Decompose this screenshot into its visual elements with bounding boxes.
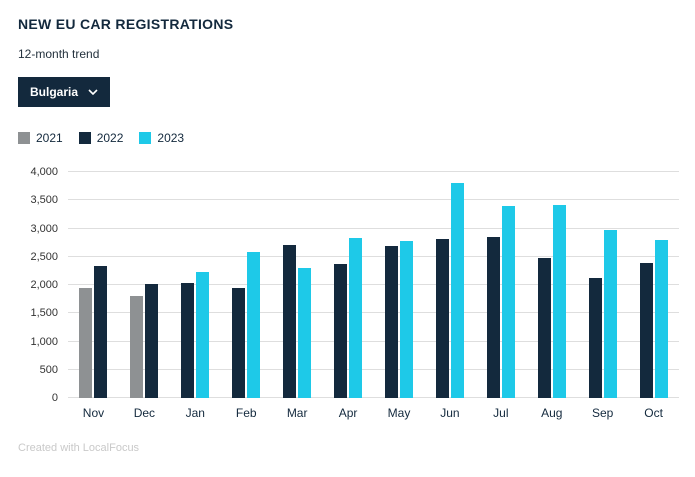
- bar-2023-jan: [196, 272, 210, 398]
- bar-2021-dec: [130, 296, 144, 398]
- y-tick-label: 1,500: [30, 307, 58, 320]
- chart-widget: NEW EU CAR REGISTRATIONS 12-month trend …: [18, 16, 681, 454]
- chart: 0 500 1,000 1,500 2,000 2,500 3,000 3,500 4,000 …: [18, 166, 681, 420]
- x-tick-label: Apr: [338, 406, 358, 420]
- bar-group-may: [374, 172, 425, 398]
- gridline: [68, 368, 679, 370]
- y-tick-label: 500: [39, 363, 58, 376]
- bar-2022-dec: [145, 283, 159, 398]
- x-tick-label: Jun: [440, 406, 460, 420]
- bar-group-mar: [272, 172, 323, 398]
- x-tick-label: Sep: [592, 406, 614, 420]
- x-tick-label: Jan: [185, 406, 205, 420]
- country-dropdown-label: Bulgaria: [30, 85, 79, 99]
- x-tick-label: Jul: [493, 406, 509, 420]
- bar-group-oct: [628, 172, 679, 398]
- bar-2023-feb: [247, 251, 261, 398]
- x-tick-label: May: [387, 406, 411, 420]
- bar-2023-sep: [603, 229, 617, 398]
- bar-group-feb: [221, 172, 272, 398]
- bar-2022-may: [384, 246, 398, 398]
- bar-group-aug: [526, 172, 577, 398]
- bar-2022-apr: [334, 264, 348, 398]
- bar-2022-sep: [588, 277, 602, 398]
- country-dropdown[interactable]: Bulgaria: [18, 77, 111, 107]
- legend-swatch: [18, 132, 30, 144]
- bar-group-nov: [68, 172, 119, 398]
- bar-group-jun: [424, 172, 475, 398]
- chart-subtitle: 12-month trend: [18, 47, 100, 61]
- legend-item-2022: 2022: [78, 131, 124, 145]
- y-tick-label: 2,500: [30, 250, 58, 263]
- legend-item-2021: 2021: [18, 131, 63, 145]
- y-tick-label: 3,500: [30, 194, 58, 207]
- bar-2023-jun: [450, 183, 464, 398]
- bar-groups: [68, 172, 679, 398]
- gridline: [68, 255, 679, 257]
- bar-2023-oct: [654, 240, 668, 398]
- x-tick-label: Aug: [541, 406, 563, 420]
- bar-2023-may: [399, 240, 413, 398]
- bar-group-apr: [323, 172, 374, 398]
- y-tick-label: 2,000: [30, 279, 58, 291]
- gridline: [68, 227, 679, 229]
- legend-item-2023: 2023: [139, 131, 184, 145]
- bar-group-jan: [170, 172, 221, 398]
- bar-2023-aug: [552, 204, 566, 398]
- legend-label: 2022: [96, 131, 124, 145]
- bar-2022-jun: [435, 238, 449, 398]
- x-tick-label: Nov: [82, 406, 105, 420]
- bar-group-jul: [475, 172, 526, 398]
- gridline: [68, 312, 679, 314]
- gridline: [68, 199, 679, 201]
- bar-2022-jan: [181, 282, 195, 398]
- bar-2023-apr: [349, 237, 363, 398]
- bar-2022-aug: [537, 257, 551, 398]
- x-tick-label: Feb: [235, 406, 257, 420]
- y-tick-label: 0: [51, 392, 58, 404]
- page-title: NEW EU CAR REGISTRATIONS: [18, 16, 234, 32]
- legend-label: 2023: [157, 131, 185, 145]
- y-tick-label: 1,000: [30, 335, 58, 348]
- bar-2022-nov: [94, 266, 108, 398]
- legend-label: 2021: [36, 131, 63, 145]
- bar-2022-feb: [232, 288, 246, 398]
- gridline: [68, 340, 679, 342]
- legend: 2021 2022 2023: [18, 131, 681, 145]
- gridline: [68, 397, 679, 398]
- legend-swatch: [78, 132, 91, 144]
- y-axis: 0 500 1,000 1,500 2,000 2,500 3,000 3,500 4,000: [18, 166, 58, 404]
- y-tick-label: 4,000: [30, 166, 58, 178]
- x-axis: Nov Dec Jan Feb Mar Apr May Jun Jul Aug Sep Oct: [68, 406, 679, 420]
- bar-2022-jul: [486, 236, 500, 398]
- bar-2023-mar: [298, 267, 312, 398]
- legend-swatch: [139, 132, 152, 144]
- bar-2021-nov: [79, 288, 93, 398]
- gridline: [68, 284, 679, 285]
- bar-2022-oct: [639, 262, 653, 398]
- plot-area: [68, 171, 679, 398]
- x-tick-label: Mar: [286, 406, 308, 420]
- chevron-down-icon: [88, 89, 98, 95]
- x-tick-label: Dec: [133, 406, 156, 420]
- y-tick-label: 3,000: [30, 222, 58, 235]
- bar-group-sep: [577, 172, 628, 398]
- bar-2022-mar: [283, 245, 297, 398]
- gridline: [68, 171, 679, 172]
- credit-text: Created with LocalFocus: [18, 442, 140, 454]
- x-tick-label: Oct: [644, 406, 663, 420]
- bar-group-dec: [119, 172, 170, 398]
- bar-2023-jul: [501, 206, 515, 398]
